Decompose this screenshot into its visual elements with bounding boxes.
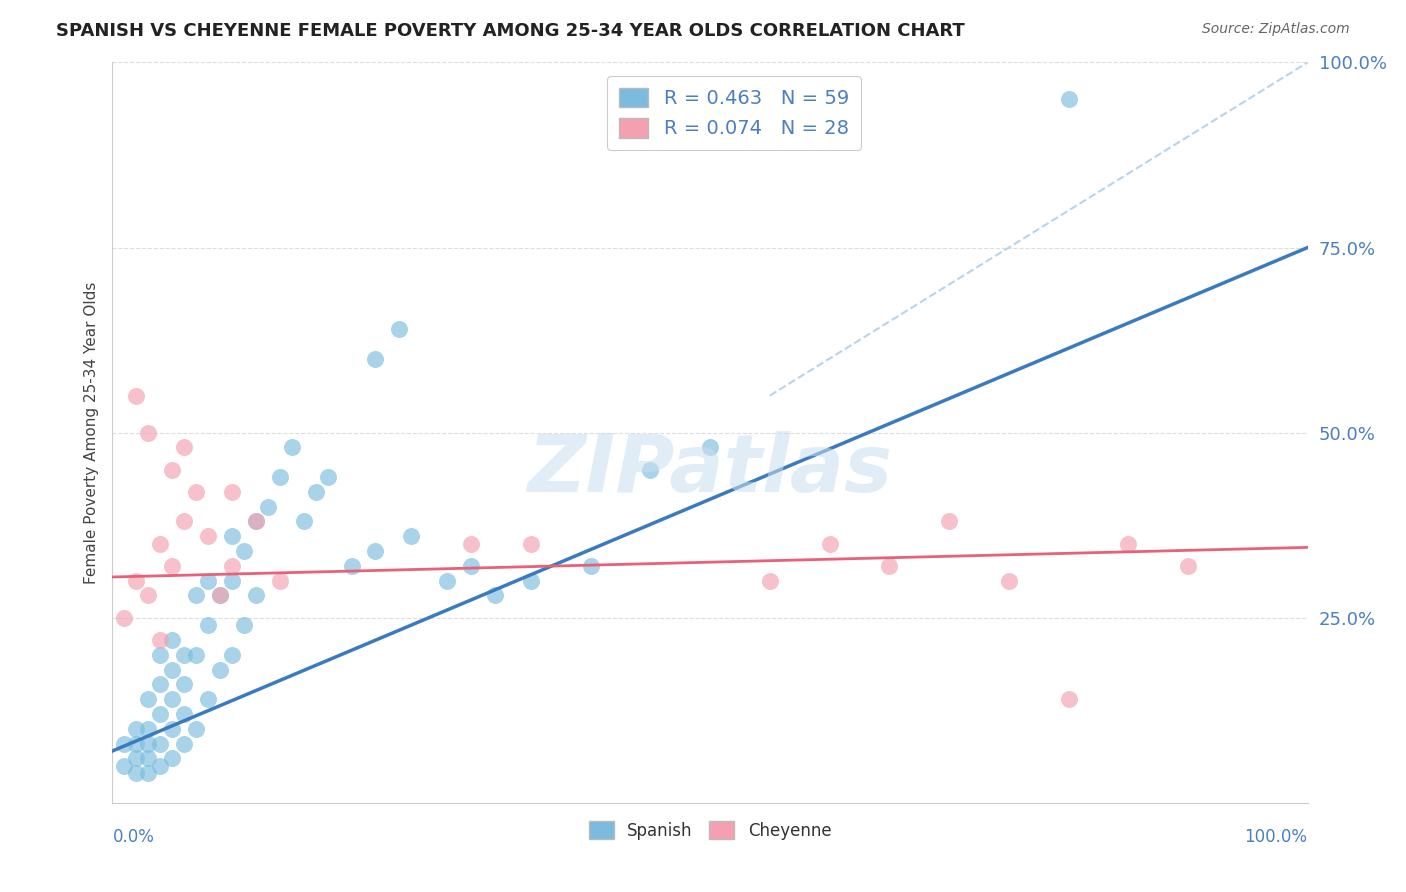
Y-axis label: Female Poverty Among 25-34 Year Olds: Female Poverty Among 25-34 Year Olds [83,282,98,583]
Point [879,558,901,573]
Point [125,388,148,402]
Point [173,515,195,529]
Point [197,618,219,632]
Point [173,648,195,662]
Point [197,574,219,588]
Point [125,722,148,736]
Point [138,737,160,751]
Point [162,751,183,765]
Point [640,462,662,476]
Point [221,484,243,499]
Point [125,751,148,765]
Point [520,536,543,550]
Point [149,677,172,691]
Point [173,737,195,751]
Point [233,618,256,632]
Point [305,484,328,499]
Point [209,589,232,603]
Point [149,536,172,550]
Point [484,589,506,603]
Point [1057,692,1080,706]
Point [162,722,183,736]
Point [460,558,482,573]
Point [173,441,195,455]
Point [292,515,315,529]
Point [186,484,208,499]
Point [1118,536,1140,550]
Point [221,529,243,543]
Text: Source: ZipAtlas.com: Source: ZipAtlas.com [1202,22,1350,37]
Point [162,462,183,476]
Point [138,766,160,780]
Point [138,425,160,440]
Point [233,544,256,558]
Point [138,589,160,603]
Point [364,544,387,558]
Point [269,574,291,588]
Point [186,589,208,603]
Point [257,500,280,514]
Point [245,515,267,529]
Point [114,758,135,772]
Point [221,574,243,588]
Point [998,574,1021,588]
Point [281,441,304,455]
Point [209,589,232,603]
Point [579,558,602,573]
Point [173,677,195,691]
Point [364,351,387,366]
Point [162,558,183,573]
Point [938,515,960,529]
Point [186,648,208,662]
Point [340,558,363,573]
Point [138,722,160,736]
Point [221,648,243,662]
Point [149,706,172,721]
Point [114,737,135,751]
Text: 100.0%: 100.0% [1244,828,1308,846]
Point [149,737,172,751]
Point [125,766,148,780]
Point [209,663,232,677]
Point [138,692,160,706]
Text: ZIPatlas: ZIPatlas [527,431,893,508]
Point [149,632,172,647]
Legend: Spanish, Cheyenne: Spanish, Cheyenne [582,814,838,847]
Point [162,663,183,677]
Point [138,751,160,765]
Point [114,610,135,624]
Point [436,574,458,588]
Point [186,722,208,736]
Text: SPANISH VS CHEYENNE FEMALE POVERTY AMONG 25-34 YEAR OLDS CORRELATION CHART: SPANISH VS CHEYENNE FEMALE POVERTY AMONG… [56,22,965,40]
Point [401,529,423,543]
Point [149,648,172,662]
Point [818,536,841,550]
Point [520,574,543,588]
Point [125,574,148,588]
Point [245,515,267,529]
Point [759,574,782,588]
Point [1177,558,1199,573]
Point [1057,92,1080,106]
Point [699,441,721,455]
Point [388,322,411,336]
Point [173,706,195,721]
Point [460,536,482,550]
Point [149,758,172,772]
Point [269,470,291,484]
Point [125,737,148,751]
Point [221,558,243,573]
Point [316,470,339,484]
Point [162,692,183,706]
Point [245,589,267,603]
Point [197,529,219,543]
Point [162,632,183,647]
Text: 0.0%: 0.0% [112,828,155,846]
Point [197,692,219,706]
